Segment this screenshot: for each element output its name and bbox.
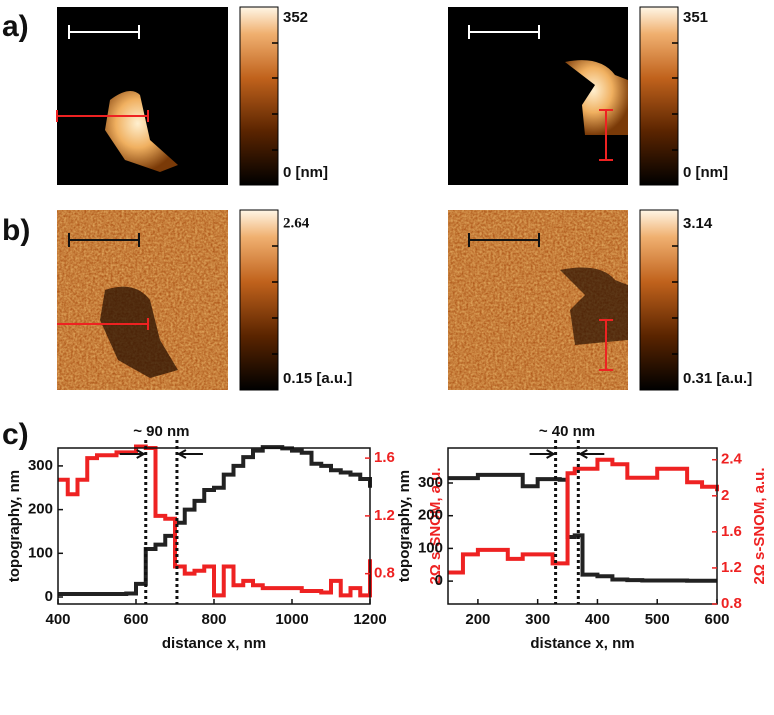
colorbar-max: 351 [683,9,708,26]
arrow [529,449,556,459]
colorbar-ticks [272,42,678,355]
annotation: ~ 90 nm [133,423,189,440]
x-tick-label: 400 [585,611,610,628]
y-tick-label: 200 [418,507,443,524]
y-tick-label: 100 [28,544,53,561]
image-a-right [448,7,628,185]
y-tick-label: 200 [28,501,53,518]
y-tick-label: 0 [45,588,53,605]
image-b-right [448,210,628,390]
colorbar-min: 0.31 [a.u.] [683,370,752,387]
data-line [58,445,372,596]
data-line [448,472,717,583]
y2-tick-label: 1.6 [721,523,742,540]
x-tick-label: 1200 [353,611,386,628]
y2-tick-label: 1.2 [374,507,395,524]
panel-label: b) [2,214,30,247]
colorbar-max: 352 [283,9,308,26]
y2-tick-label: 1.6 [374,449,395,466]
y2-tick-label: 2.4 [721,451,743,468]
x-tick-label: 800 [201,611,226,628]
y2-tick-label: 2 [721,487,729,504]
plot-frame [447,447,718,605]
y-tick-label: 0 [435,572,443,589]
arrow [119,449,146,459]
colorbars [239,6,679,391]
x-tick-label: 600 [704,611,729,628]
colorbar-max: 3.14 [683,215,713,232]
y2-axis-label: 2Ω s-SNOM, a.u. [427,467,444,584]
y2-tick-label: 0.8 [721,595,742,612]
annotation: ~ 40 nm [539,423,595,440]
panel-label: c) [2,418,29,451]
y2-tick-label: 1.2 [721,559,742,576]
y-tick-label: 100 [418,539,443,556]
y-tick-label: 300 [418,474,443,491]
y2-tick-label: 0.8 [374,565,395,582]
x-tick-label: 300 [525,611,550,628]
x-axis-label: distance x, nm [162,635,266,652]
colorbar-max: 2.64 [283,215,310,231]
x-tick-label: 400 [45,611,70,628]
colorbar-min: 0 [nm] [683,164,728,181]
x-tick-label: 600 [123,611,148,628]
x-axis-label: distance x, nm [530,635,634,652]
data-line [58,444,372,598]
x-tick-label: 200 [465,611,490,628]
y2-axis-label: 2Ω s-SNOM, a.u. [751,467,768,584]
colorbar-min: 0.15 [a.u.] [283,370,352,387]
y-axis-label: topography, nm [6,470,23,582]
y-tick-label: 300 [28,457,53,474]
image-a-left [56,7,228,185]
panel-label: a) [2,10,29,43]
x-tick-label: 500 [645,611,670,628]
y-axis-label: topography, nm [396,470,413,582]
image-b-left [57,210,228,390]
x-tick-label: 1000 [275,611,308,628]
data-line [448,457,719,575]
arrow [176,449,203,459]
colorbar-min: 0 [nm] [283,164,328,181]
arrow [578,449,605,459]
